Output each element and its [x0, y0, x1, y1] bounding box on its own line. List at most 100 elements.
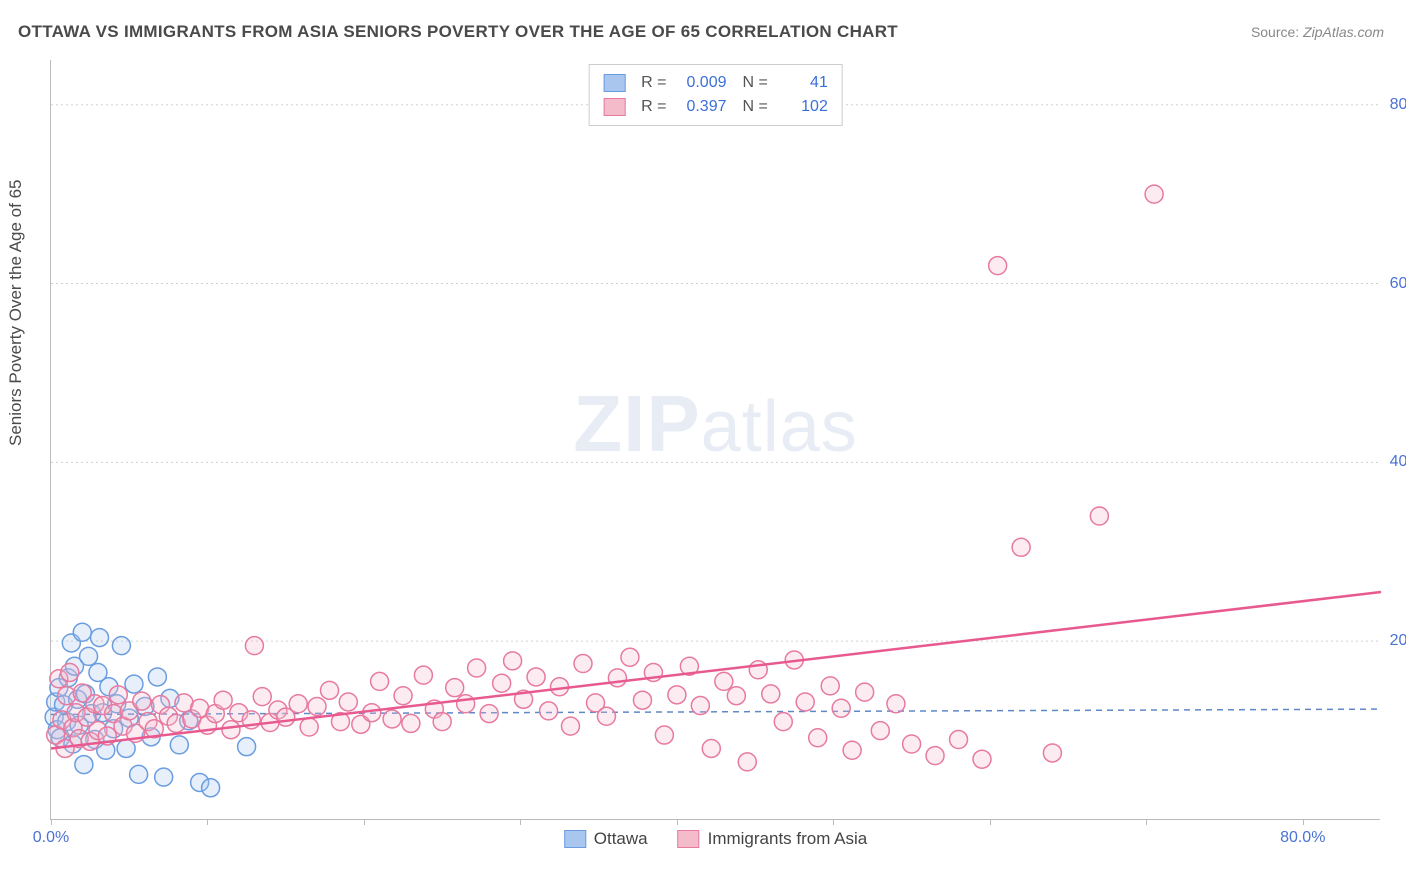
x-tick	[51, 819, 52, 825]
y-tick-label: 60.0%	[1390, 275, 1406, 293]
data-point	[493, 674, 511, 692]
data-point	[480, 705, 498, 723]
y-tick-label: 80.0%	[1390, 96, 1406, 114]
data-point	[125, 675, 143, 693]
data-point	[155, 768, 173, 786]
data-point	[504, 652, 522, 670]
x-tick	[364, 819, 365, 825]
x-tick-label: 80.0%	[1280, 829, 1325, 847]
r-label: R =	[641, 95, 666, 119]
data-point	[561, 717, 579, 735]
data-point	[973, 750, 991, 768]
n-value-asia: 102	[778, 95, 828, 119]
y-tick-label: 40.0%	[1390, 453, 1406, 471]
data-point	[691, 697, 709, 715]
data-point	[133, 692, 151, 710]
data-point	[809, 729, 827, 747]
data-point	[130, 765, 148, 783]
plot-area: ZIPatlas 20.0%40.0%60.0%80.0% 0.0%80.0% …	[50, 60, 1380, 820]
data-point	[738, 753, 756, 771]
data-point	[383, 710, 401, 728]
data-point	[61, 663, 79, 681]
data-point	[222, 721, 240, 739]
x-tick	[677, 819, 678, 825]
data-point	[597, 707, 615, 725]
data-point	[926, 747, 944, 765]
data-point	[91, 629, 109, 647]
legend-stats-row-asia: R = 0.397 N = 102	[603, 95, 828, 119]
data-point	[321, 681, 339, 699]
data-point	[989, 257, 1007, 275]
data-point	[394, 687, 412, 705]
trend-line	[51, 592, 1381, 748]
r-value-ottawa: 0.009	[677, 71, 727, 95]
x-tick	[990, 819, 991, 825]
y-axis-label: Seniors Poverty Over the Age of 65	[6, 180, 26, 446]
data-point	[109, 686, 127, 704]
data-point	[574, 655, 592, 673]
n-label: N =	[743, 95, 768, 119]
data-point	[457, 695, 475, 713]
data-point	[112, 637, 130, 655]
plot-svg	[51, 60, 1380, 819]
y-tick-label: 20.0%	[1390, 632, 1406, 650]
swatch-asia	[678, 830, 700, 848]
data-point	[655, 726, 673, 744]
data-point	[308, 697, 326, 715]
data-point	[621, 648, 639, 666]
data-point	[253, 688, 271, 706]
data-point	[633, 691, 651, 709]
legend-item-ottawa: Ottawa	[564, 829, 648, 849]
swatch-ottawa	[603, 74, 625, 92]
data-point	[821, 677, 839, 695]
x-tick-label: 0.0%	[33, 829, 69, 847]
r-value-asia: 0.397	[677, 95, 727, 119]
legend-item-asia: Immigrants from Asia	[678, 829, 868, 849]
x-tick	[207, 819, 208, 825]
x-tick	[1146, 819, 1147, 825]
data-point	[300, 718, 318, 736]
data-point	[774, 713, 792, 731]
data-point	[75, 756, 93, 774]
chart-title: OTTAWA VS IMMIGRANTS FROM ASIA SENIORS P…	[18, 22, 898, 42]
legend-label-ottawa: Ottawa	[594, 829, 648, 849]
data-point	[414, 666, 432, 684]
data-point	[339, 693, 357, 711]
n-label: N =	[743, 71, 768, 95]
data-point	[540, 702, 558, 720]
data-point	[715, 672, 733, 690]
data-point	[608, 669, 626, 687]
swatch-asia	[603, 98, 625, 116]
data-point	[80, 647, 98, 665]
data-point	[668, 686, 686, 704]
data-point	[468, 659, 486, 677]
x-tick	[1303, 819, 1304, 825]
data-point	[727, 687, 745, 705]
data-point	[702, 739, 720, 757]
data-point	[871, 722, 889, 740]
data-point	[887, 695, 905, 713]
data-point	[762, 685, 780, 703]
swatch-ottawa	[564, 830, 586, 848]
data-point	[1043, 744, 1061, 762]
data-point	[73, 623, 91, 641]
data-point	[843, 741, 861, 759]
data-point	[856, 683, 874, 701]
correlation-chart: OTTAWA VS IMMIGRANTS FROM ASIA SENIORS P…	[0, 0, 1406, 892]
data-point	[238, 738, 256, 756]
legend-stats-box: R = 0.009 N = 41 R = 0.397 N = 102	[588, 64, 843, 126]
r-label: R =	[641, 71, 666, 95]
data-point	[402, 714, 420, 732]
data-point	[832, 699, 850, 717]
data-point	[1090, 507, 1108, 525]
source-value: ZipAtlas.com	[1303, 24, 1384, 40]
legend-stats-row-ottawa: R = 0.009 N = 41	[603, 71, 828, 95]
data-point	[1012, 538, 1030, 556]
data-point	[433, 713, 451, 731]
data-point	[148, 668, 166, 686]
data-point	[202, 779, 220, 797]
data-point	[289, 695, 307, 713]
data-point	[214, 691, 232, 709]
legend-bottom: Ottawa Immigrants from Asia	[564, 829, 868, 849]
data-point	[170, 736, 188, 754]
